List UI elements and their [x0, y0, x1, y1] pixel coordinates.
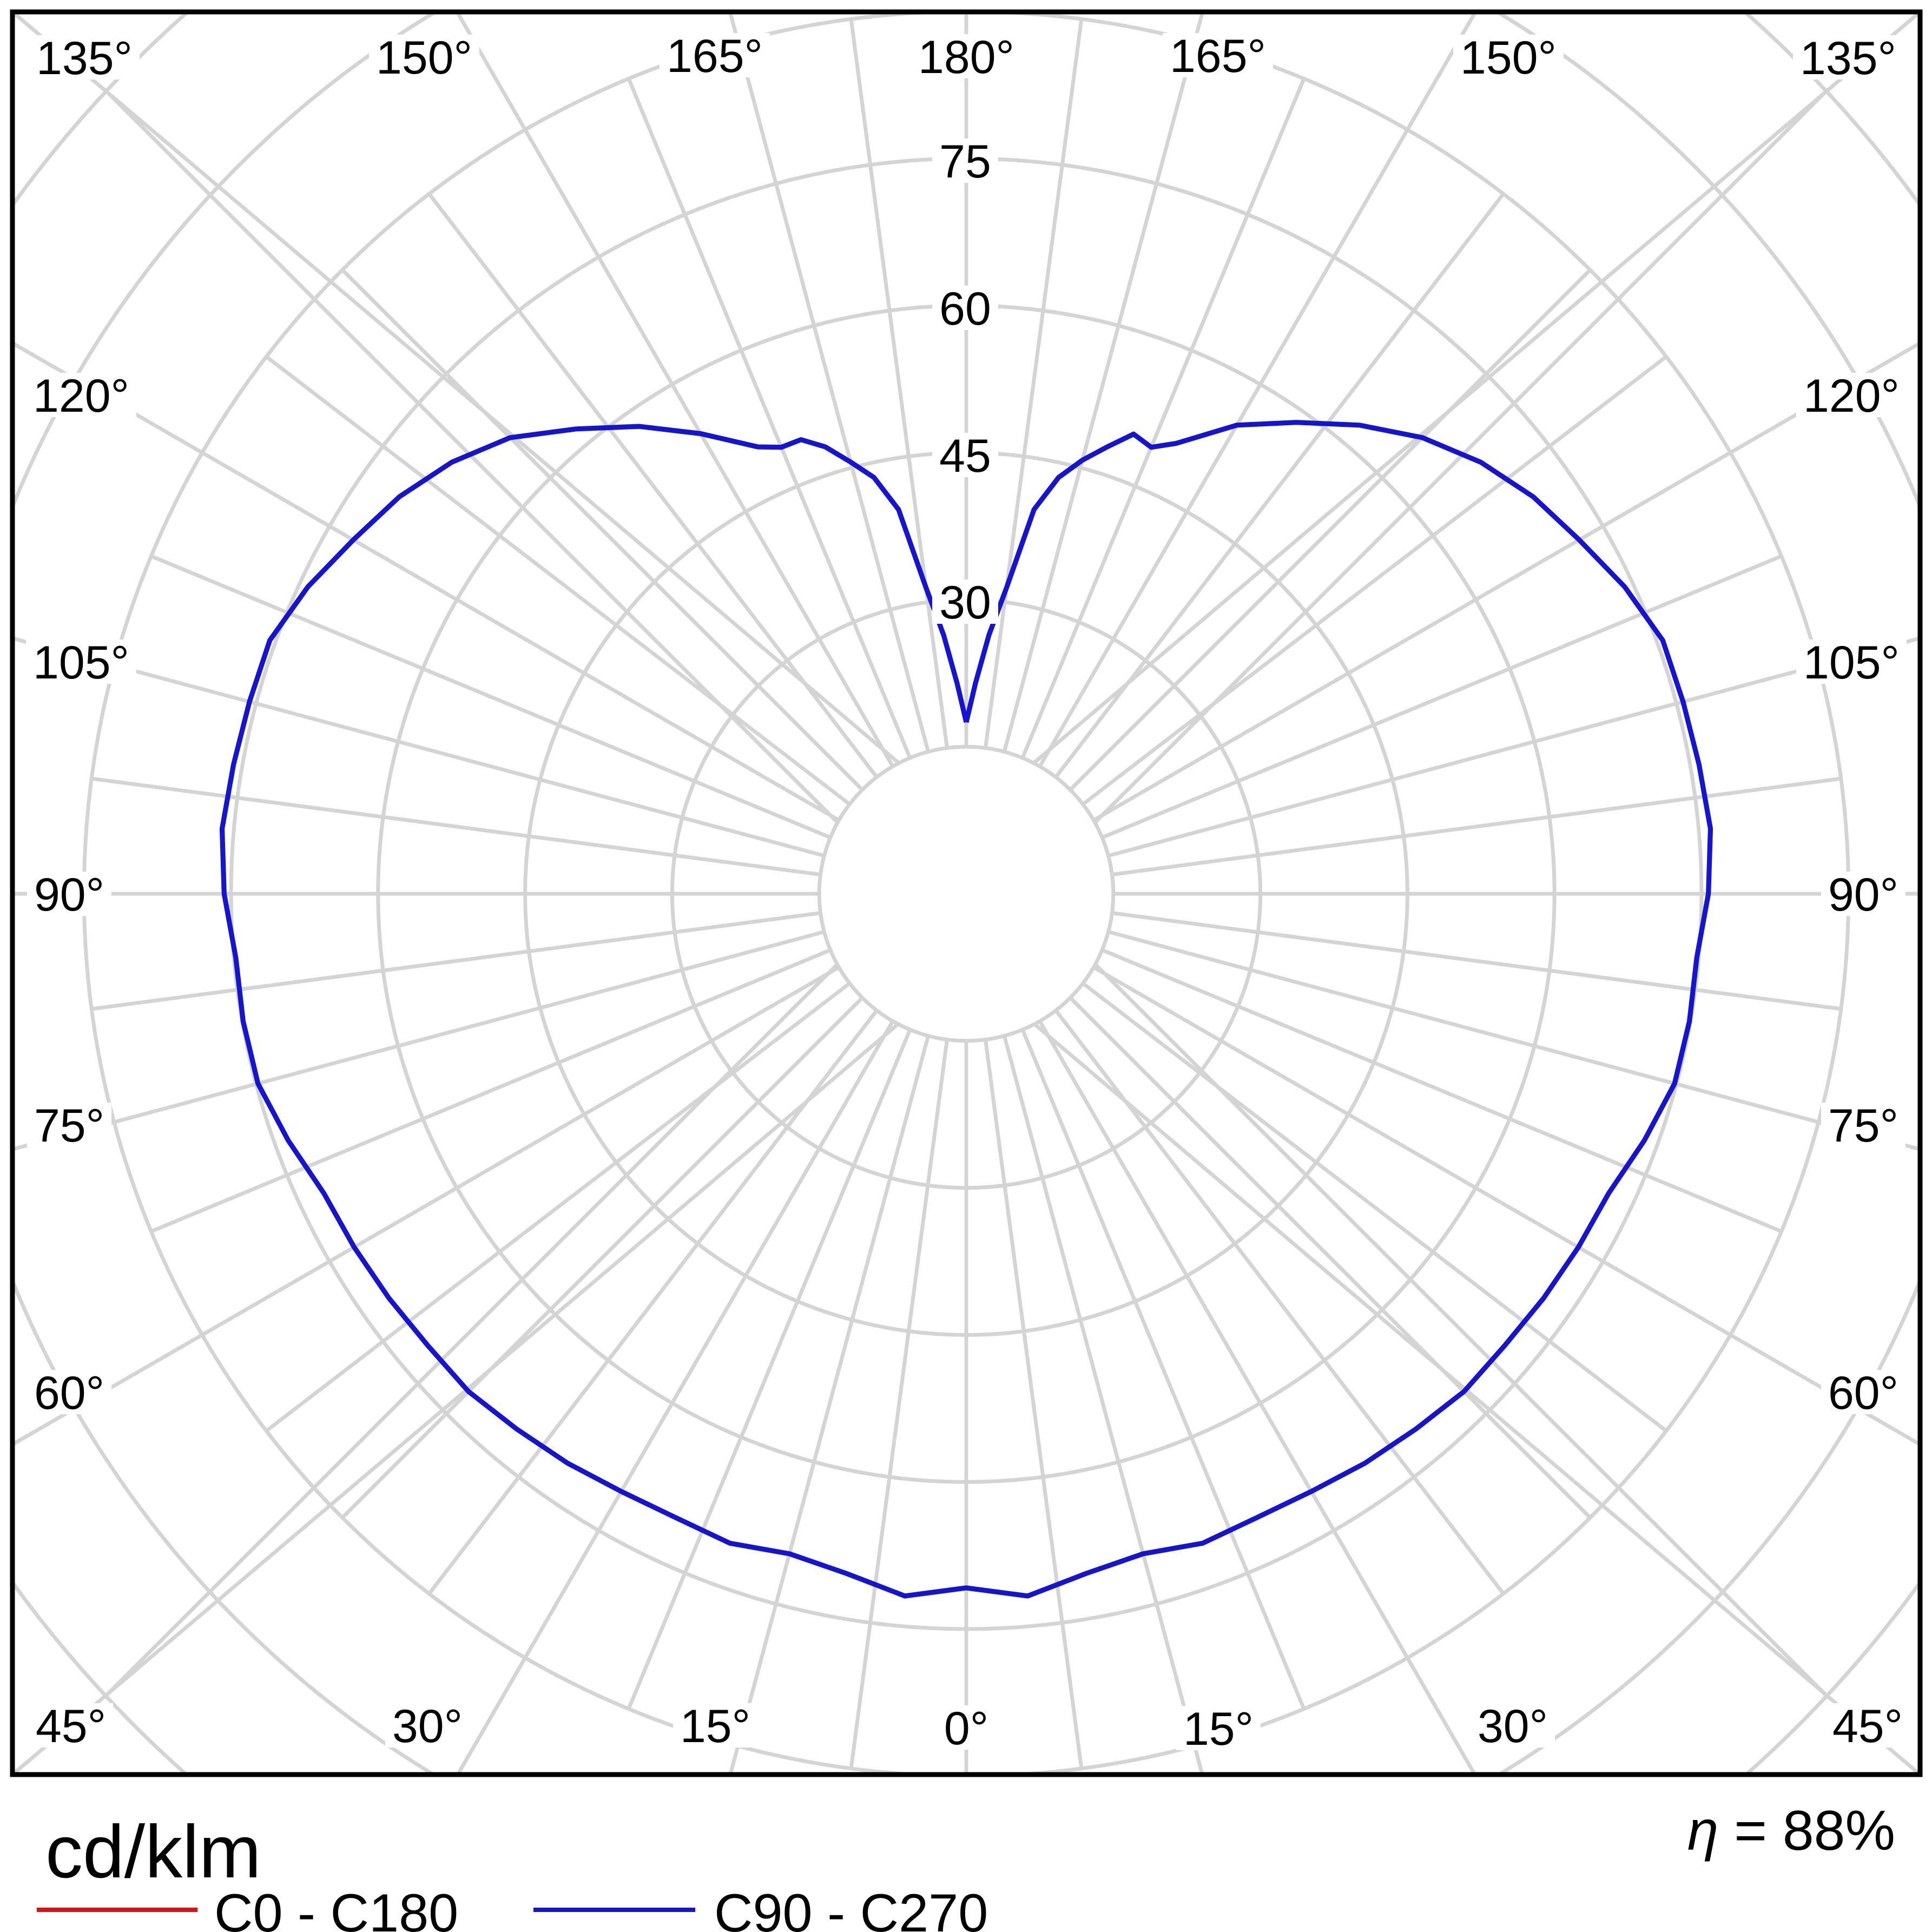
- svg-text:15°: 15°: [1183, 1703, 1254, 1755]
- svg-text:105°: 105°: [33, 637, 129, 689]
- svg-text:60: 60: [939, 283, 991, 335]
- svg-text:30°: 30°: [1478, 1700, 1548, 1752]
- svg-text:η = 88%: η = 88%: [1687, 1799, 1895, 1862]
- svg-text:45°: 45°: [1832, 1700, 1903, 1752]
- svg-text:150°: 150°: [1460, 32, 1557, 84]
- svg-text:75: 75: [939, 136, 991, 188]
- svg-text:cd/klm: cd/klm: [45, 1810, 261, 1894]
- svg-text:135°: 135°: [1800, 32, 1896, 84]
- svg-text:0°: 0°: [944, 1703, 988, 1755]
- svg-text:90°: 90°: [1828, 869, 1898, 921]
- svg-text:30: 30: [939, 577, 991, 629]
- svg-text:45: 45: [939, 430, 991, 482]
- svg-text:165°: 165°: [667, 30, 763, 82]
- svg-text:45°: 45°: [36, 1700, 106, 1752]
- svg-text:165°: 165°: [1170, 30, 1266, 82]
- svg-text:60°: 60°: [1828, 1367, 1898, 1419]
- svg-text:120°: 120°: [1803, 370, 1900, 422]
- svg-text:150°: 150°: [376, 32, 472, 84]
- svg-text:105°: 105°: [1803, 637, 1900, 689]
- svg-text:75°: 75°: [1828, 1100, 1898, 1152]
- svg-text:C90 - C270: C90 - C270: [714, 1883, 988, 1932]
- svg-text:135°: 135°: [36, 32, 133, 84]
- svg-text:120°: 120°: [33, 370, 129, 422]
- svg-text:30°: 30°: [392, 1700, 463, 1752]
- svg-text:90°: 90°: [34, 869, 104, 921]
- svg-text:15°: 15°: [680, 1700, 750, 1752]
- svg-text:180°: 180°: [918, 31, 1014, 83]
- svg-text:75°: 75°: [34, 1100, 104, 1152]
- svg-text:60°: 60°: [34, 1367, 104, 1419]
- svg-text:C0 - C180: C0 - C180: [214, 1883, 458, 1932]
